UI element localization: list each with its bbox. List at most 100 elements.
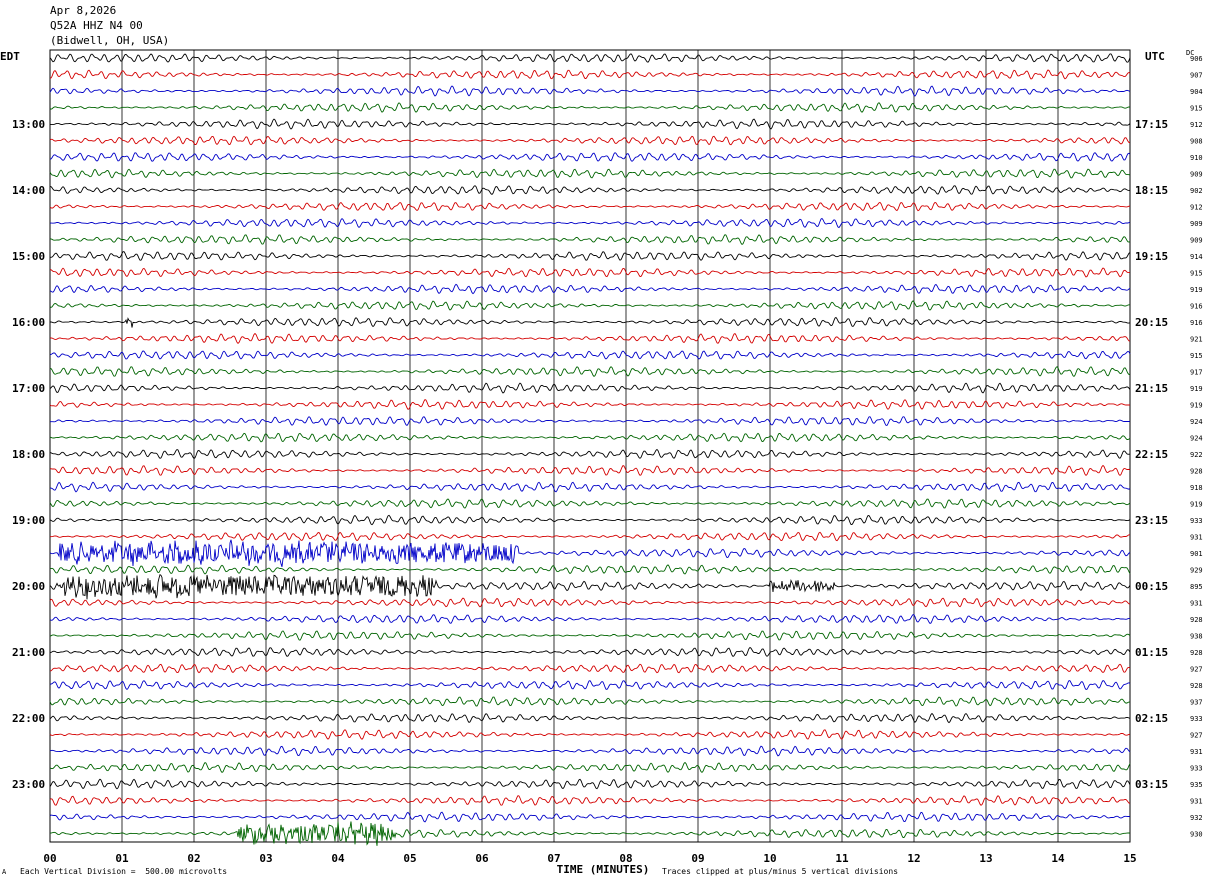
dc-offset-34: 928 [1190, 616, 1203, 624]
left-hour-label: 22:00 [12, 712, 45, 725]
dc-offset-12: 914 [1190, 253, 1203, 261]
header-station: Q52A HHZ N4 00 [50, 19, 143, 32]
trace-line-24 [49, 448, 1130, 460]
trace-line-14 [49, 283, 1131, 295]
dc-offset-40: 933 [1190, 715, 1203, 723]
trace-line-10 [49, 217, 1131, 229]
dc-offset-31: 929 [1190, 567, 1203, 575]
dc-offset-8: 902 [1190, 187, 1203, 195]
trace-line-27 [49, 498, 1131, 509]
x-tick-label: 02 [187, 852, 200, 865]
right-hour-label: 22:15 [1135, 448, 1168, 461]
dc-offset-36: 928 [1190, 649, 1203, 657]
trace-line-46 [49, 811, 1131, 823]
dc-label: DC [1186, 49, 1195, 57]
x-tick-label: 12 [907, 852, 920, 865]
trace-line-28 [49, 514, 1131, 526]
trace-line-33 [49, 597, 1131, 608]
trace-line-3 [49, 102, 1131, 113]
x-tick-label: 13 [979, 852, 992, 865]
dc-offset-25: 928 [1190, 468, 1203, 476]
right-timezone-label: UTC [1145, 50, 1165, 63]
scale-note: Each Vertical Division = 500.00 microvol… [20, 867, 228, 876]
trace-line-21 [49, 399, 1130, 410]
dc-offset-15: 916 [1190, 303, 1203, 311]
trace-line-40 [49, 712, 1131, 724]
trace-line-13 [49, 267, 1130, 278]
x-tick-label: 15 [1123, 852, 1136, 865]
right-hour-label: 17:15 [1135, 118, 1168, 131]
dc-offset-44: 935 [1190, 781, 1203, 789]
left-hour-label: 20:00 [12, 580, 45, 593]
dc-offset-29: 931 [1190, 534, 1203, 542]
dc-offset-27: 919 [1190, 501, 1203, 509]
left-hour-label: 17:00 [12, 382, 45, 395]
dc-offset-5: 908 [1190, 138, 1203, 146]
right-hour-label: 19:15 [1135, 250, 1168, 263]
dc-offset-37: 927 [1190, 666, 1203, 674]
x-axis-label: TIME (MINUTES) [557, 863, 650, 876]
trace-line-36 [49, 646, 1131, 657]
dc-offset-3: 915 [1190, 105, 1203, 113]
trace-line-8 [49, 185, 1131, 195]
clip-note: Traces clipped at plus/minus 5 vertical … [662, 867, 899, 876]
trace-line-7 [49, 168, 1131, 179]
right-hour-label: 00:15 [1135, 580, 1168, 593]
dc-offset-18: 915 [1190, 352, 1203, 360]
dc-offset-14: 919 [1190, 286, 1203, 294]
dc-offset-33: 931 [1190, 600, 1203, 608]
dc-offset-1: 907 [1190, 72, 1203, 80]
dc-offset-2: 904 [1190, 88, 1203, 96]
trace-line-41 [49, 729, 1131, 740]
corner-mark: A [2, 868, 7, 876]
trace-line-17 [49, 332, 1131, 345]
dc-offset-47: 930 [1190, 831, 1203, 839]
right-hour-label: 20:15 [1135, 316, 1168, 329]
x-tick-label: 10 [763, 852, 776, 865]
trace-line-39 [49, 696, 1131, 707]
dc-offset-35: 938 [1190, 633, 1203, 641]
left-hour-label: 21:00 [12, 646, 45, 659]
trace-line-23 [49, 432, 1131, 443]
trace-line-1 [49, 69, 1131, 80]
left-hour-label: 16:00 [12, 316, 45, 329]
dc-offset-13: 915 [1190, 270, 1203, 278]
trace-line-38 [49, 680, 1131, 691]
x-tick-label: 07 [547, 852, 560, 865]
trace-line-29 [49, 531, 1130, 542]
dc-offset-32: 895 [1190, 583, 1203, 591]
left-hour-label: 13:00 [12, 118, 45, 131]
x-tick-label: 09 [691, 852, 704, 865]
left-hour-label: 23:00 [12, 778, 45, 791]
dc-offset-20: 919 [1190, 385, 1203, 393]
x-tick-label: 04 [331, 852, 345, 865]
trace-line-25 [49, 464, 1131, 477]
dc-offset-28: 933 [1190, 517, 1203, 525]
dc-offset-11: 909 [1190, 237, 1203, 245]
left-timezone-label: EDT [0, 50, 20, 63]
left-hour-label: 15:00 [12, 250, 45, 263]
dc-offset-16: 916 [1190, 319, 1203, 327]
x-tick-label: 00 [43, 852, 56, 865]
trace-line-2 [49, 85, 1131, 97]
right-hour-label: 03:15 [1135, 778, 1168, 791]
dc-offset-21: 919 [1190, 402, 1203, 410]
dc-offset-10: 909 [1190, 220, 1203, 228]
trace-line-44 [49, 778, 1131, 790]
x-tick-label: 08 [619, 852, 632, 865]
trace-line-19 [49, 366, 1131, 378]
dc-offset-6: 910 [1190, 154, 1203, 162]
trace-line-32 [49, 574, 1131, 600]
dc-offset-30: 901 [1190, 550, 1203, 558]
x-tick-label: 11 [835, 852, 849, 865]
trace-line-11 [49, 234, 1131, 245]
trace-line-31 [49, 564, 1131, 575]
trace-line-4 [50, 118, 1131, 130]
trace-line-16 [50, 316, 1131, 328]
right-hour-label: 21:15 [1135, 382, 1168, 395]
dc-offset-22: 924 [1190, 418, 1203, 426]
dc-offset-23: 924 [1190, 435, 1203, 443]
header-location: (Bidwell, OH, USA) [50, 34, 170, 47]
chart-grid [49, 49, 1131, 843]
